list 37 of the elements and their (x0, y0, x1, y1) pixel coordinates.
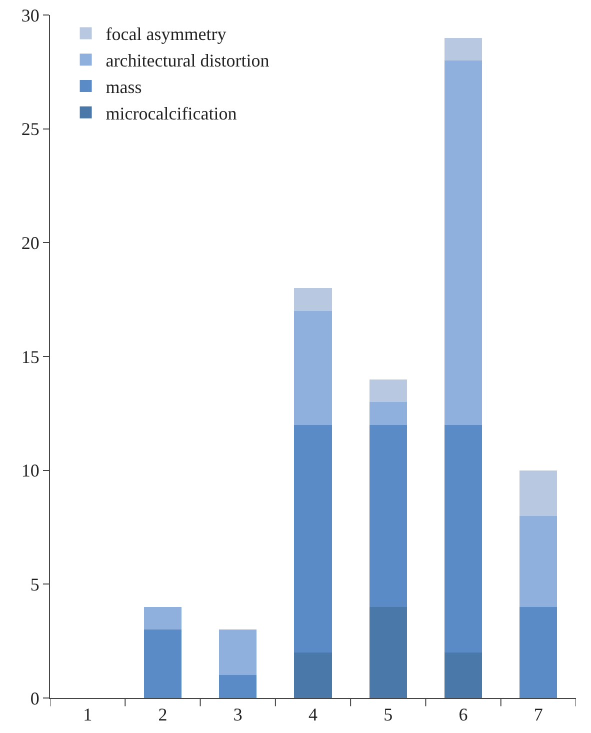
y-tick-label: 25 (21, 119, 40, 140)
bar (444, 38, 482, 61)
x-tick-label: 1 (83, 704, 92, 725)
bar (444, 60, 482, 425)
y-tick-label: 0 (30, 688, 40, 708)
y-tick-label: 15 (21, 346, 40, 367)
x-tick-label: 3 (233, 704, 242, 725)
legend-label: architectural distortion (106, 50, 270, 71)
bar (219, 630, 257, 676)
bar (294, 288, 332, 311)
bar (294, 652, 332, 698)
bar (520, 606, 558, 698)
bar (369, 424, 407, 607)
y-tick-label: 20 (21, 232, 40, 253)
bar (294, 310, 332, 425)
legend-label: focal asymmetry (106, 24, 226, 44)
bar (369, 402, 407, 425)
legend-label: mass (106, 77, 142, 98)
x-tick-label: 5 (384, 704, 393, 725)
bar (444, 652, 482, 698)
bar (144, 606, 182, 630)
bar (369, 379, 407, 402)
bar (369, 606, 407, 698)
x-tick-label: 6 (458, 704, 468, 725)
y-tick-label: 5 (30, 574, 40, 594)
bar (520, 516, 558, 607)
bar (294, 424, 332, 652)
x-tick-label: 4 (308, 704, 318, 725)
y-tick-label: 10 (21, 460, 40, 481)
bar (219, 675, 257, 698)
y-tick-label: 30 (21, 5, 40, 26)
bar (144, 630, 182, 698)
x-tick-label: 7 (534, 704, 543, 725)
bar (444, 424, 482, 652)
legend-label: microcalcification (106, 103, 237, 124)
x-tick-label: 2 (158, 704, 168, 725)
bar (520, 470, 558, 516)
